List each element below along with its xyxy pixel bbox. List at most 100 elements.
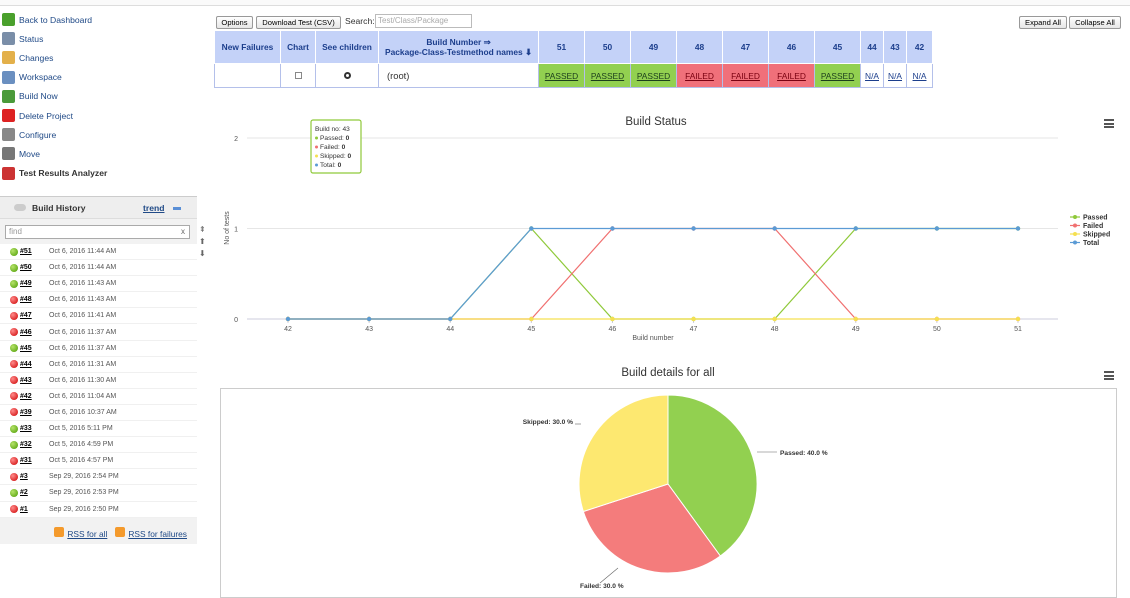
list-item[interactable]: #48 Oct 6, 2016 11:43 AM [0,292,197,309]
result-cell[interactable]: FAILED [768,63,815,88]
data-point-passed[interactable] [529,226,534,231]
data-point-total[interactable] [285,316,291,322]
data-point-passed[interactable] [853,226,858,231]
data-point-skipped[interactable] [448,316,453,322]
build-number-link[interactable]: #51 [20,248,32,256]
list-item[interactable]: #2 Sep 29, 2016 2:53 PM [0,485,197,502]
build-number-link[interactable]: #33 [20,425,32,433]
list-item[interactable]: #32 Oct 5, 2016 4:59 PM [0,437,197,454]
data-point-total[interactable] [934,226,940,231]
result-cell[interactable]: FAILED [722,63,769,88]
list-item[interactable]: #33 Oct 5, 2016 5:11 PM [0,421,197,438]
list-item[interactable]: #42 Oct 6, 2016 11:04 AM [0,389,197,405]
build-number-link[interactable]: #48 [20,296,32,304]
sidebar-item-test-results-analyzer[interactable]: Test Results Analyzer [0,164,198,183]
data-point-skipped[interactable] [529,316,534,322]
data-point-failed[interactable] [853,316,858,322]
list-item[interactable]: #50 Oct 6, 2016 11:44 AM [0,260,197,277]
data-point-skipped[interactable] [610,316,615,322]
build-number-link[interactable]: #47 [20,312,32,320]
search-input[interactable]: Test/Class/Package [375,14,472,28]
data-point-total[interactable] [448,316,453,322]
data-point-passed[interactable] [448,316,453,322]
collapse-icon[interactable] [173,207,181,210]
sidebar-item-configure[interactable]: Configure [0,125,198,144]
data-point-failed[interactable] [610,226,615,231]
sidebar-item-build-now[interactable]: Build Now [0,87,198,106]
data-point-total[interactable] [366,316,372,322]
root-label[interactable]: (root) [378,63,539,88]
data-point-passed[interactable] [285,316,291,322]
data-point-passed[interactable] [610,316,615,322]
expand-all-button[interactable]: Expand All [1019,16,1067,29]
result-cell[interactable]: N/A [860,63,884,88]
build-number-link[interactable]: #45 [20,344,32,352]
data-point-passed[interactable] [934,226,940,231]
sidebar-item-delete-project[interactable]: Delete Project [0,106,198,125]
result-cell[interactable]: PASSED [584,63,631,88]
data-point-failed[interactable] [934,316,940,322]
legend-item-total[interactable]: Total [1083,240,1099,247]
build-number-link[interactable]: #43 [20,376,32,384]
legend-item-skipped[interactable]: Skipped [1083,232,1110,239]
data-point-passed[interactable] [1015,226,1021,231]
data-point-failed[interactable] [366,316,372,322]
pie-chart-menu-icon[interactable] [1104,371,1114,380]
data-point-total[interactable] [529,226,534,231]
build-number-link[interactable]: #46 [20,328,32,336]
build-number-link[interactable]: #39 [20,408,32,416]
result-cell[interactable]: PASSED [630,63,677,88]
list-item[interactable]: #31 Oct 5, 2016 4:57 PM [0,453,197,470]
data-point-skipped[interactable] [772,316,777,322]
build-history-find-input[interactable]: find x [5,225,190,239]
build-number-link[interactable]: #1 [20,505,28,513]
scroll-up-icon[interactable]: ⬆ [199,237,206,246]
data-point-total[interactable] [610,226,615,231]
result-cell[interactable]: PASSED [814,63,861,88]
legend-item-failed[interactable]: Failed [1083,223,1103,230]
data-point-total[interactable] [772,226,777,231]
line-chart-menu-icon[interactable] [1104,119,1114,128]
list-item[interactable]: #44 Oct 6, 2016 11:31 AM [0,357,197,373]
data-point-total[interactable] [853,226,858,231]
build-number-link[interactable]: #49 [20,280,32,288]
scroll-down-icon[interactable]: ⬇ [199,249,206,258]
rss-failures-link[interactable]: RSS for failures [115,527,187,539]
scroll-top-icon[interactable]: ⇞ [199,225,206,234]
build-number-link[interactable]: #2 [20,489,28,497]
list-item[interactable]: #46 Oct 6, 2016 11:37 AM [0,324,197,341]
chart-checkbox[interactable] [294,71,302,79]
data-point-passed[interactable] [366,316,372,322]
list-item[interactable]: #51 Oct 6, 2016 11:44 AM [0,244,197,261]
result-cell[interactable]: N/A [883,63,907,88]
data-point-failed[interactable] [691,226,696,231]
sidebar-item-move[interactable]: Move [0,144,198,163]
sidebar-item-workspace[interactable]: Workspace [0,68,198,87]
data-point-skipped[interactable] [1015,316,1021,322]
data-point-skipped[interactable] [853,316,858,322]
legend-item-passed[interactable]: Passed [1083,215,1108,222]
data-point-failed[interactable] [1015,316,1021,322]
result-cell[interactable]: FAILED [676,63,723,88]
list-item[interactable]: #3 Sep 29, 2016 2:54 PM [0,469,197,486]
result-cell[interactable]: PASSED [538,63,585,88]
collapse-all-button[interactable]: Collapse All [1069,16,1121,29]
trend-link[interactable]: trend [143,202,165,213]
build-number-link[interactable]: #44 [20,360,32,368]
build-number-link[interactable]: #50 [20,264,32,272]
list-item[interactable]: #1 Sep 29, 2016 2:50 PM [0,502,197,518]
list-item[interactable]: #39 Oct 6, 2016 10:37 AM [0,405,197,422]
build-number-link[interactable]: #3 [20,473,28,481]
build-number-link[interactable]: #32 [20,441,32,449]
data-point-skipped[interactable] [934,316,940,322]
download-csv-button[interactable]: Download Test (CSV) [256,16,341,29]
list-item[interactable]: #47 Oct 6, 2016 11:41 AM [0,308,197,325]
sidebar-item-back-to-dashboard[interactable]: Back to Dashboard [0,10,198,29]
rss-all-link[interactable]: RSS for all [54,527,107,539]
data-point-skipped[interactable] [285,316,291,322]
list-item[interactable]: #43 Oct 6, 2016 11:30 AM [0,373,197,389]
data-point-failed[interactable] [772,226,777,231]
data-point-failed[interactable] [448,316,453,322]
build-number-link[interactable]: #31 [20,457,32,465]
build-number-link[interactable]: #42 [20,392,32,400]
